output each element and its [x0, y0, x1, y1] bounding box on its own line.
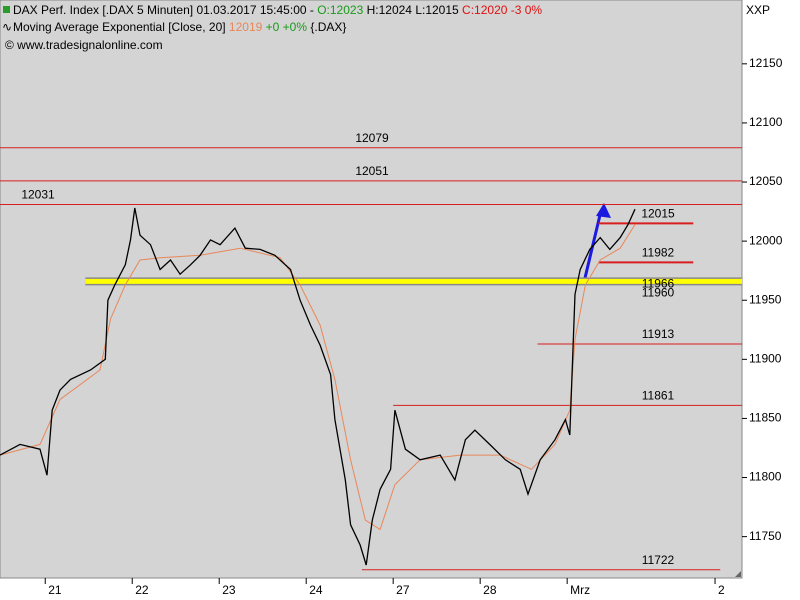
y-tick-label: 12050	[749, 174, 783, 188]
arrow-head	[596, 203, 611, 218]
level-label: 12015	[641, 207, 675, 221]
header-line: Moving Average Exponential [Close, 20] 1…	[13, 20, 346, 34]
y-tick-label: 11800	[749, 470, 782, 484]
header-ma-change: +0 +0%	[266, 20, 308, 34]
y-tick-label: 11750	[749, 529, 782, 543]
y-tick-label: 11950	[749, 292, 782, 306]
x-tick-label: 23	[222, 583, 236, 597]
x-tick-label: 27	[396, 583, 410, 597]
plot-area	[0, 0, 743, 579]
corner-icon	[735, 571, 741, 577]
y-tick-label: 11850	[749, 411, 782, 425]
x-tick-label: Mrz	[570, 583, 590, 597]
y-tick-label: 12000	[749, 233, 783, 247]
header-line: DAX Perf. Index [.DAX 5 Minuten] 01.03.2…	[13, 3, 542, 17]
symbol: XXP	[746, 3, 770, 17]
header-high-low: H:12024 L:12015	[367, 3, 459, 17]
x-tick-label: 24	[309, 583, 323, 597]
y-tick-label: 12150	[749, 56, 783, 70]
header-datetime: 01.03.2017 15:45:00 -	[196, 3, 313, 17]
header-series: DAX Perf. Index [.DAX 5 Minuten]	[13, 3, 193, 17]
x-tick-label: 22	[135, 583, 149, 597]
header-open: O:12023	[317, 3, 363, 17]
x-tick-label: 2	[718, 583, 725, 597]
level-label: 12031	[21, 188, 55, 202]
level-label: 11913	[642, 327, 675, 341]
level-label: 12079	[355, 131, 389, 145]
source: © www.tradesignalonline.com	[5, 38, 163, 52]
level-label: 11982	[642, 246, 675, 260]
series-icon	[3, 6, 10, 13]
level-label: 11960	[642, 286, 675, 300]
header-ma-symbol: {.DAX}	[310, 20, 346, 34]
x-tick-label: 21	[48, 583, 62, 597]
level-label: 11861	[642, 389, 675, 403]
level-label: 12051	[355, 164, 389, 178]
header-ma-value: 12019	[229, 20, 263, 34]
marks: 12079 12051 12031 12015 11982 11913 11861 11722…	[0, 131, 742, 571]
series-line	[0, 207, 636, 566]
header-ma: Moving Average Exponential [Close, 20]	[13, 20, 226, 34]
y-tick-label: 12100	[749, 115, 783, 129]
x-tick-label: 28	[483, 583, 497, 597]
level-label: 11722	[642, 553, 675, 567]
y-tick-label: 11900	[749, 352, 782, 366]
ma-icon: ∿	[2, 20, 12, 34]
level-label: 11966	[642, 276, 675, 290]
header-close: C:12020 -3 0%	[462, 3, 542, 17]
